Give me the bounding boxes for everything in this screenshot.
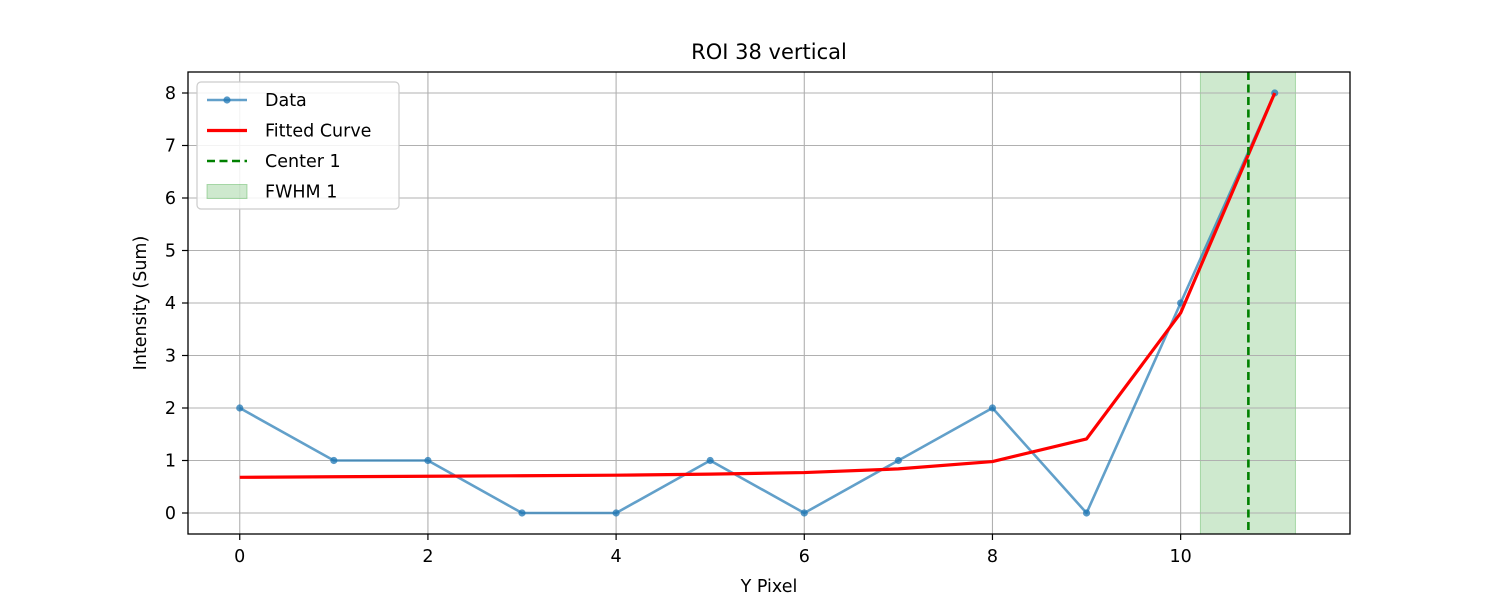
y-tick-label: 5 <box>165 242 176 262</box>
y-tick-label: 2 <box>165 399 176 419</box>
data-point <box>894 456 902 465</box>
data-point <box>236 404 244 412</box>
legend: Data Fitted Curve Center 1 FWHM 1 <box>196 81 400 210</box>
data-point <box>424 456 432 465</box>
data-point <box>800 509 808 517</box>
x-tick-label: 4 <box>611 547 622 567</box>
data-point <box>706 456 714 465</box>
legend-label: Data <box>265 91 307 111</box>
x-tick-label: 8 <box>987 547 998 567</box>
y-tick-label: 8 <box>165 84 176 104</box>
y-tick-label: 6 <box>165 189 176 209</box>
legend-label: Center 1 <box>265 152 341 172</box>
legend-item-center: Center 1 <box>207 152 341 172</box>
y-tick-label: 7 <box>165 137 176 157</box>
legend-label: FWHM 1 <box>265 183 337 203</box>
data-point <box>330 456 338 465</box>
data-point <box>612 509 620 517</box>
legend-item-fwhm: FWHM 1 <box>206 183 337 203</box>
x-axis-title: Y Pixel <box>740 577 798 597</box>
data-point <box>1082 509 1091 517</box>
legend-label: Fitted Curve <box>265 122 371 142</box>
data-point <box>518 509 526 517</box>
legend-fwhm-patch <box>206 184 248 199</box>
x-tick-label: 10 <box>1169 547 1191 567</box>
legend-item-data: Data <box>207 91 307 111</box>
data-series-line <box>239 92 1276 515</box>
legend-item-fitted-curve: Fitted Curve <box>207 122 371 142</box>
legend-box <box>196 81 400 210</box>
x-tick-label: 6 <box>799 547 810 567</box>
x-tick-label: 2 <box>422 547 433 567</box>
data-point <box>988 404 997 412</box>
y-tick-label: 1 <box>165 452 176 472</box>
legend-data-marker <box>223 96 231 104</box>
y-tick-label: 4 <box>165 294 176 314</box>
y-tick-label: 0 <box>165 504 176 524</box>
y-axis-title: Intensity (Sum) <box>131 236 151 371</box>
y-tick-label: 3 <box>165 347 176 367</box>
fitted-curve-line <box>239 92 1277 479</box>
chart-title: ROI 38 vertical <box>691 40 847 64</box>
x-tick-label: 0 <box>234 547 245 567</box>
